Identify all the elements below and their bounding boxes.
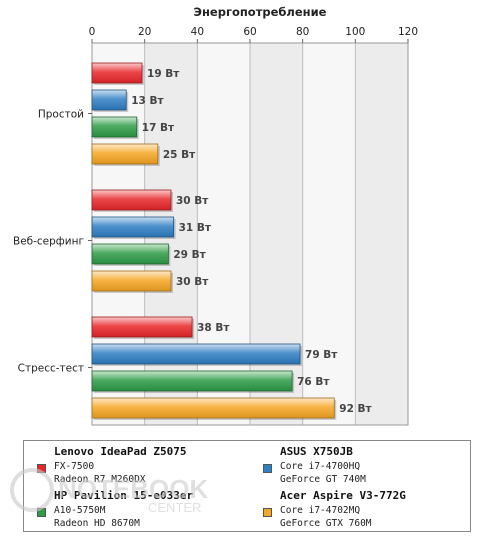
bar bbox=[91, 270, 172, 292]
bar bbox=[91, 116, 138, 138]
legend-item-1: Lenovo IdeaPad Z5075 FX-7500 Radeon R7 M… bbox=[30, 445, 250, 489]
category-label: Стресс-тест bbox=[18, 363, 84, 375]
bar bbox=[91, 216, 175, 238]
bar-value-label: 76 Вт bbox=[297, 376, 330, 388]
legend-cpu-3: A10-5750M bbox=[54, 505, 106, 516]
bar bbox=[91, 343, 301, 365]
legend-gpu-2: GeForce GT 740M bbox=[280, 474, 366, 485]
category-label: Простой bbox=[38, 109, 84, 121]
bar-value-label: 31 Вт bbox=[179, 222, 212, 234]
grid-band bbox=[197, 43, 250, 425]
bar-value-label: 79 Вт bbox=[305, 349, 338, 361]
x-tick-label: 40 bbox=[191, 26, 204, 38]
x-tick-label: 80 bbox=[296, 26, 309, 38]
legend-title-2: ASUS X750JB bbox=[280, 445, 353, 458]
legend-cpu-4: Core i7-4702MQ bbox=[280, 505, 361, 516]
bar-value-label: 13 Вт bbox=[131, 95, 164, 107]
chart-area: Энергопотребление 0 20 40 60 80 100 120 Простой 1… bbox=[13, 5, 418, 426]
legend-gpu-3: Radeon HD 8670M bbox=[54, 518, 140, 529]
bar-value-label: 17 Вт bbox=[142, 122, 175, 134]
grid-band bbox=[250, 43, 303, 425]
grid-band bbox=[355, 43, 408, 425]
legend-cpu-2: Core i7-4700HQ bbox=[280, 461, 361, 472]
legend-gpu-4: GeForce GTX 760M bbox=[280, 518, 372, 529]
bar bbox=[91, 397, 335, 419]
x-tick-label: 20 bbox=[138, 26, 151, 38]
chart-title: Энергопотребление bbox=[194, 5, 327, 19]
legend-gpu-1: Radeon R7 M260DX bbox=[54, 474, 146, 485]
bar bbox=[91, 370, 293, 392]
legend-title-1: Lenovo IdeaPad Z5075 bbox=[54, 445, 187, 458]
category-label: Веб-серфинг bbox=[13, 236, 84, 248]
chart-legend: Lenovo IdeaPad Z5075 FX-7500 Radeon R7 M… bbox=[23, 440, 471, 532]
legend-swatch-1 bbox=[37, 464, 46, 473]
legend-swatch-4 bbox=[263, 508, 272, 517]
legend-swatch-2 bbox=[263, 464, 272, 473]
legend-title-4: Acer Aspire V3-772G bbox=[280, 489, 406, 502]
bar bbox=[91, 89, 127, 111]
legend-swatch-3 bbox=[37, 508, 46, 517]
bar bbox=[91, 189, 172, 211]
x-tick-label: 100 bbox=[345, 26, 365, 38]
x-tick-label: 60 bbox=[243, 26, 256, 38]
bar-value-label: 30 Вт bbox=[176, 276, 209, 288]
bar-chart: Энергопотребление 0 20 40 60 80 100 120 Простой 1… bbox=[13, 5, 418, 426]
bar-value-label: 92 Вт bbox=[339, 403, 372, 415]
grid-band bbox=[302, 43, 356, 425]
bar-value-label: 19 Вт bbox=[147, 68, 180, 80]
x-tick-label: 120 bbox=[398, 26, 418, 38]
bar-value-label: 29 Вт bbox=[173, 249, 206, 261]
legend-item-2: ASUS X750JB Core i7-4700HQ GeForce GT 74… bbox=[256, 445, 476, 489]
x-tick-label: 0 bbox=[89, 26, 96, 38]
bar bbox=[91, 62, 143, 84]
bar-value-label: 38 Вт bbox=[197, 322, 230, 334]
legend-title-3: HP Pavilion 15-e033er bbox=[54, 489, 194, 502]
bar bbox=[91, 143, 159, 165]
bar bbox=[91, 316, 193, 338]
bar bbox=[91, 243, 169, 265]
bar-value-label: 25 Вт bbox=[163, 149, 196, 161]
legend-item-3: HP Pavilion 15-e033er A10-5750M Radeon H… bbox=[30, 489, 250, 533]
bar-value-label: 30 Вт bbox=[176, 195, 209, 207]
legend-item-4: Acer Aspire V3-772G Core i7-4702MQ GeFor… bbox=[256, 489, 476, 533]
legend-cpu-1: FX-7500 bbox=[54, 461, 95, 472]
